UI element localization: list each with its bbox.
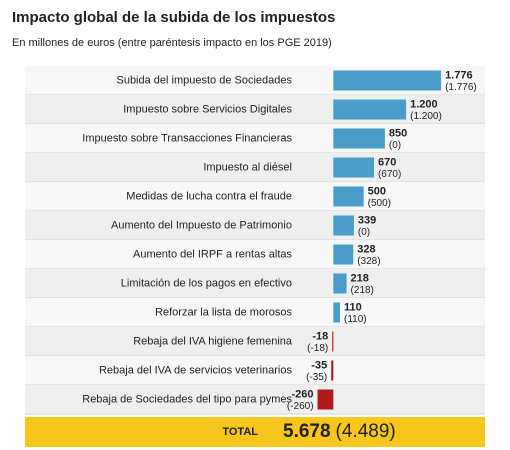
row-background <box>25 240 485 269</box>
total-label: TOTAL <box>222 426 258 438</box>
category-label: Aumento del Impuesto de Patrimonio <box>111 219 292 231</box>
pge-value-label: (328) <box>357 256 380 267</box>
value-label: 500 <box>368 185 386 197</box>
total-pge-value: (4.489) <box>336 421 396 442</box>
bar <box>333 186 364 207</box>
value-label: 670 <box>378 156 396 168</box>
bar <box>333 273 347 294</box>
row-background <box>25 327 485 356</box>
category-label: Subida del impuesto de Sociedades <box>116 74 292 86</box>
bar <box>333 128 385 149</box>
value-label: 110 <box>344 301 362 313</box>
pge-value-label: (0) <box>358 227 370 238</box>
category-label: Reforzar la lista de morosos <box>155 306 292 318</box>
value-label: 339 <box>358 214 376 226</box>
category-label: Rebaja de Sociedades del tipo para pymes <box>82 393 292 405</box>
pge-value-label: (0) <box>389 140 401 151</box>
row-background <box>25 153 485 182</box>
value-label: -18 <box>312 330 328 342</box>
row-background <box>25 385 485 414</box>
pge-value-label: (500) <box>368 198 391 209</box>
bar <box>332 331 334 352</box>
row-background <box>25 356 485 385</box>
pge-value-label: (110) <box>344 314 367 325</box>
bar <box>333 99 407 120</box>
value-label: 1.776 <box>445 69 473 81</box>
total-value: 5.678 <box>283 421 331 442</box>
pge-value-label: (1.776) <box>445 82 477 93</box>
chart-title: Impacto global de la subida de los impue… <box>12 9 335 26</box>
row-background <box>25 95 485 124</box>
category-label: Impuesto al diésel <box>203 161 292 173</box>
category-label: Medidas de lucha contra el fraude <box>126 190 292 202</box>
value-label: 850 <box>389 127 407 139</box>
pge-value-label: (-35) <box>306 372 327 383</box>
category-label: Aumento del IRPF a rentas altas <box>133 248 292 260</box>
category-label: Impuesto sobre Servicios Digitales <box>123 103 292 115</box>
bar <box>333 70 442 91</box>
row-background <box>25 211 485 240</box>
value-label: -260 <box>292 388 314 400</box>
bar <box>333 157 374 178</box>
bar <box>333 244 354 265</box>
row-background <box>25 269 485 298</box>
bar <box>317 389 334 410</box>
bar <box>333 215 354 236</box>
value-label: -35 <box>311 359 327 371</box>
category-label: Rebaja del IVA de servicios veterinarios <box>99 364 293 376</box>
pge-value-label: (-260) <box>287 401 314 412</box>
category-label: Rebaja del IVA higiene femenina <box>133 335 293 347</box>
value-label: 328 <box>357 243 375 255</box>
category-label: Limitación de los pagos en efectivo <box>121 277 292 289</box>
total-background <box>25 417 485 447</box>
pge-value-label: (-18) <box>307 343 328 354</box>
chart-subtitle: En millones de euros (entre paréntesis i… <box>12 37 332 49</box>
pge-value-label: (670) <box>378 169 401 180</box>
value-label: 218 <box>351 272 369 284</box>
bar <box>333 302 341 323</box>
row-background <box>25 124 485 153</box>
bar <box>331 360 334 381</box>
row-background <box>25 298 485 327</box>
row-background <box>25 182 485 211</box>
pge-value-label: (218) <box>351 285 374 296</box>
value-label: 1.200 <box>410 98 438 110</box>
pge-value-label: (1.200) <box>410 111 442 122</box>
category-label: Impuesto sobre Transacciones Financieras <box>82 132 292 144</box>
